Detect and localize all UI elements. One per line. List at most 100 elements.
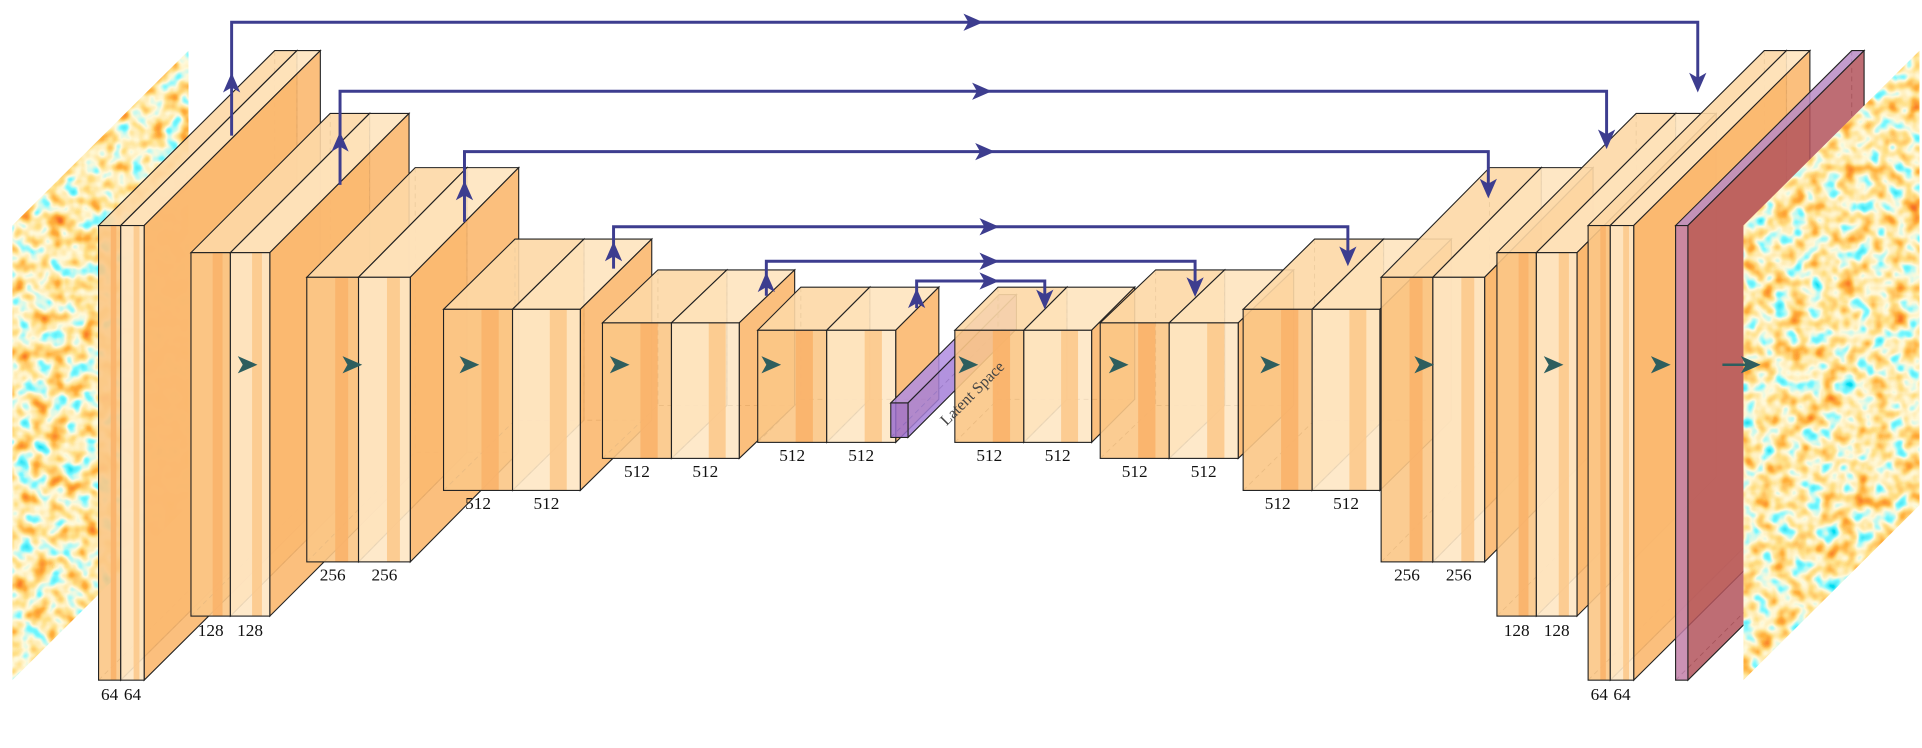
slab-strip [335, 277, 349, 562]
channel-label: 512 [976, 446, 1002, 465]
slab-strip [133, 225, 140, 681]
arrow-head [1650, 356, 1671, 374]
slab-front [1588, 225, 1611, 681]
arrow-head [342, 356, 363, 374]
channel-label: 128 [1504, 621, 1530, 640]
slab-strip [549, 309, 567, 491]
channel-label: 512 [779, 446, 805, 465]
arrow-head [975, 142, 995, 161]
slab-front [1536, 252, 1578, 617]
arrow-head [1036, 289, 1054, 310]
channel-label: 256 [1394, 566, 1420, 585]
arrow-head [455, 180, 474, 201]
slab-strip [1061, 330, 1079, 443]
channel-label: 512 [1333, 494, 1359, 513]
slab-front [671, 322, 740, 459]
arrow-head [331, 131, 349, 152]
slab-strip [1281, 309, 1299, 491]
slab-outline [1432, 276, 1486, 563]
slab-outline [826, 329, 897, 443]
channel-label: 128 [1544, 621, 1570, 640]
arrow-head [979, 252, 1000, 270]
skip-connection [338, 89, 1609, 185]
slab-front [1432, 277, 1485, 562]
slab-strip [1349, 309, 1367, 491]
slab-front [757, 330, 827, 443]
channel-label: 512 [533, 494, 559, 513]
arrow-head [972, 82, 992, 100]
arrow-head [908, 288, 926, 309]
slab-strip [1623, 225, 1630, 681]
slab-front [98, 225, 121, 681]
channel-label: 256 [371, 566, 397, 585]
slab-front [120, 225, 145, 681]
slab-front [1496, 252, 1537, 617]
arrow-head [223, 72, 241, 93]
slab-strip [1207, 322, 1225, 459]
slab-front [358, 277, 411, 562]
arrow-head [604, 241, 623, 262]
slab-strip [1138, 322, 1156, 459]
channel-label: 512 [1265, 494, 1291, 513]
slab-strip [864, 330, 882, 443]
channel-label: 512 [692, 462, 718, 481]
arrow-head [1543, 356, 1564, 374]
slab-outline [1609, 224, 1635, 681]
slab-front [443, 309, 513, 491]
skip-connection [230, 20, 1700, 136]
arrow-head [963, 13, 984, 31]
skip-connection [463, 150, 1490, 222]
arrow-head [1108, 356, 1129, 374]
channel-label: 512 [1045, 446, 1071, 465]
arrow-head [1479, 178, 1497, 199]
channel-label: 512 [465, 494, 491, 513]
slab-front [1381, 277, 1433, 562]
slab-strip [992, 330, 1011, 443]
slab-outline [1168, 322, 1239, 459]
arrow-head [1339, 246, 1357, 267]
arrow-head [609, 356, 630, 374]
slab-front [230, 252, 270, 617]
arrow-head [1186, 277, 1204, 297]
slab-front [602, 322, 672, 459]
slab-strip [1461, 277, 1475, 562]
arrow-head [979, 272, 1000, 290]
slab-strip [1518, 252, 1529, 617]
slab-strip [252, 252, 262, 617]
slab-strip [1409, 277, 1423, 562]
arrow-head [761, 356, 782, 374]
slab-outline [1535, 252, 1578, 617]
slab-strip [212, 252, 223, 617]
arrow-head [1414, 356, 1435, 374]
arrow-head [958, 356, 979, 374]
slab-outline [1311, 308, 1381, 491]
slab-strip [640, 322, 658, 459]
slab-outline [357, 276, 411, 563]
channel-label: 512 [848, 446, 874, 465]
slab-strip [386, 277, 400, 562]
slab-front [1675, 225, 1688, 681]
arrow-head [979, 218, 1000, 236]
arrow-head [1260, 356, 1281, 374]
slab-front [826, 330, 896, 443]
channel-label: 512 [1122, 462, 1148, 481]
arrow-head [757, 272, 775, 293]
channel-label: 64 [101, 685, 119, 704]
slab-outline [670, 322, 740, 459]
slab-front [190, 252, 231, 617]
channel-label: 512 [1191, 462, 1217, 481]
channel-label: 64 [124, 685, 142, 704]
slab-outline [1023, 329, 1093, 443]
slab-front [954, 330, 1024, 443]
slab-front [1169, 322, 1239, 459]
slab-outline [1675, 224, 1689, 681]
arrow-head [1740, 356, 1761, 374]
arrow-head [237, 356, 258, 374]
arrows [223, 13, 1761, 374]
slab-strip [110, 225, 117, 681]
slab-front [1100, 322, 1170, 459]
slab-strip [708, 322, 726, 459]
slab-front [512, 309, 581, 491]
